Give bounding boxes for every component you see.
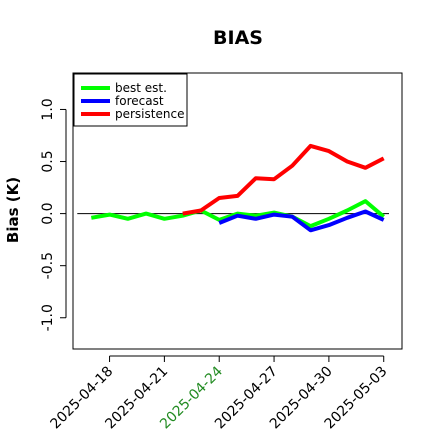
y-axis: -1.0 -0.5 0.0 0.5 1.0 bbox=[40, 98, 67, 331]
y-tick-label: 0.5 bbox=[40, 150, 56, 172]
legend-label-forecast: forecast bbox=[115, 94, 164, 108]
y-axis-label: Bias (K) bbox=[4, 177, 22, 243]
series-line-best-est bbox=[90, 199, 385, 229]
x-axis: 2025-04-182025-04-212025-04-242025-04-27… bbox=[48, 355, 391, 432]
y-tick-label: 0.0 bbox=[40, 202, 56, 224]
series-line-persistence bbox=[182, 143, 385, 216]
y-tick-label: 1.0 bbox=[40, 98, 56, 120]
legend-label-best-est: best est. bbox=[115, 81, 167, 95]
chart-title: BIAS bbox=[213, 27, 263, 49]
series-layer bbox=[90, 143, 385, 233]
legend-label-persistence: persistence bbox=[115, 107, 184, 121]
legend-box bbox=[73, 73, 188, 127]
y-tick-label: -1.0 bbox=[40, 304, 56, 331]
y-tick-label: -0.5 bbox=[40, 252, 56, 279]
plot-area-frame bbox=[72, 72, 403, 350]
series-line-forecast bbox=[218, 209, 385, 233]
legend: best est. forecast persistence bbox=[73, 73, 188, 127]
